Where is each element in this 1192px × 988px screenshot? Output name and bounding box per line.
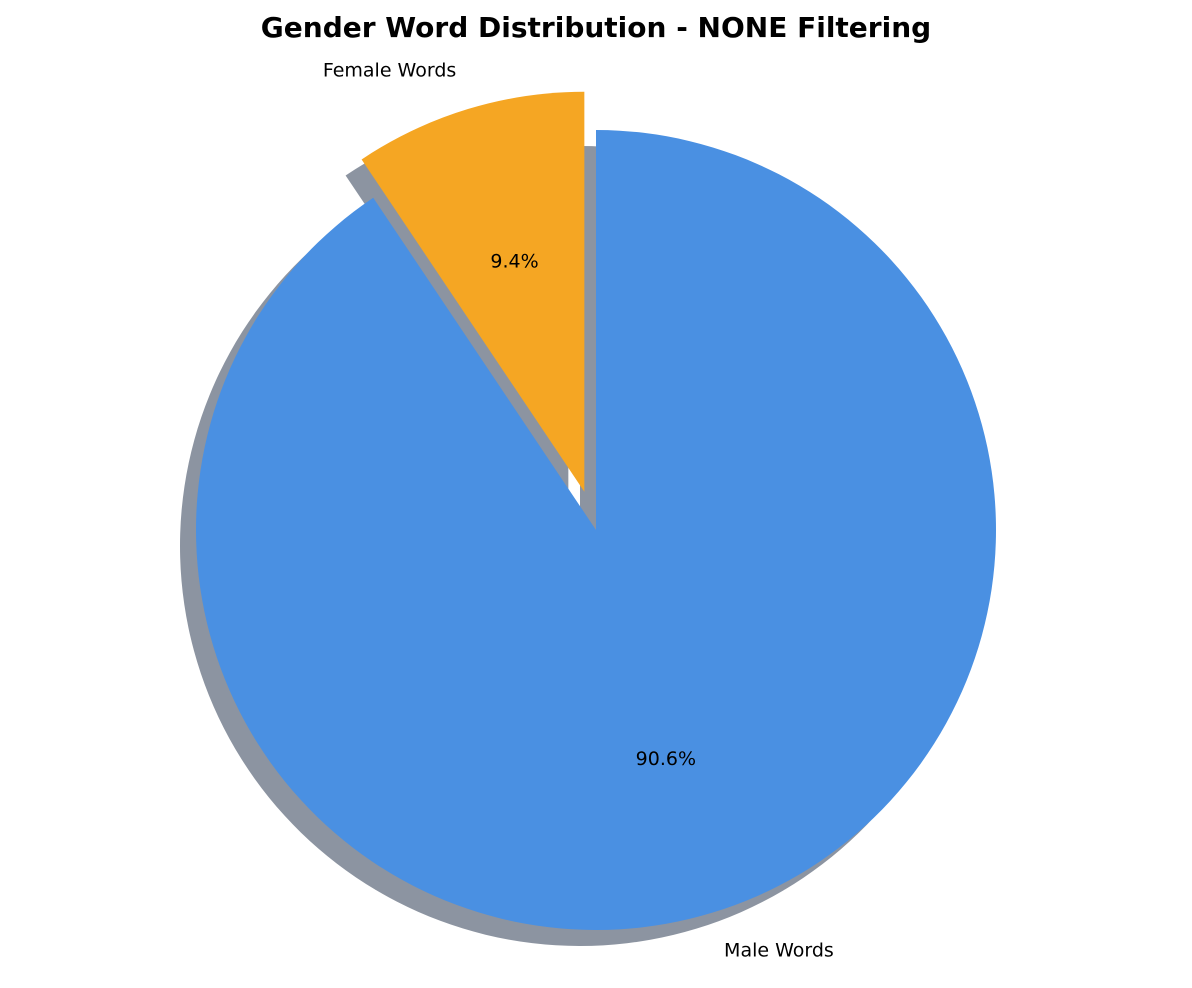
male-words-percentage-label: 90.6%	[636, 748, 696, 770]
male-words-label: Male Words	[724, 939, 834, 961]
female-words-percentage-label: 9.4%	[490, 251, 538, 273]
female-words-slice	[361, 91, 585, 492]
male-words-slice	[196, 130, 996, 930]
label-layer: Male Words 90.6% Female Words 9.4%	[323, 59, 834, 961]
slice-layer	[196, 91, 996, 930]
chart-title: Gender Word Distribution - NONE Filterin…	[261, 11, 931, 44]
female-words-label: Female Words	[323, 59, 456, 81]
